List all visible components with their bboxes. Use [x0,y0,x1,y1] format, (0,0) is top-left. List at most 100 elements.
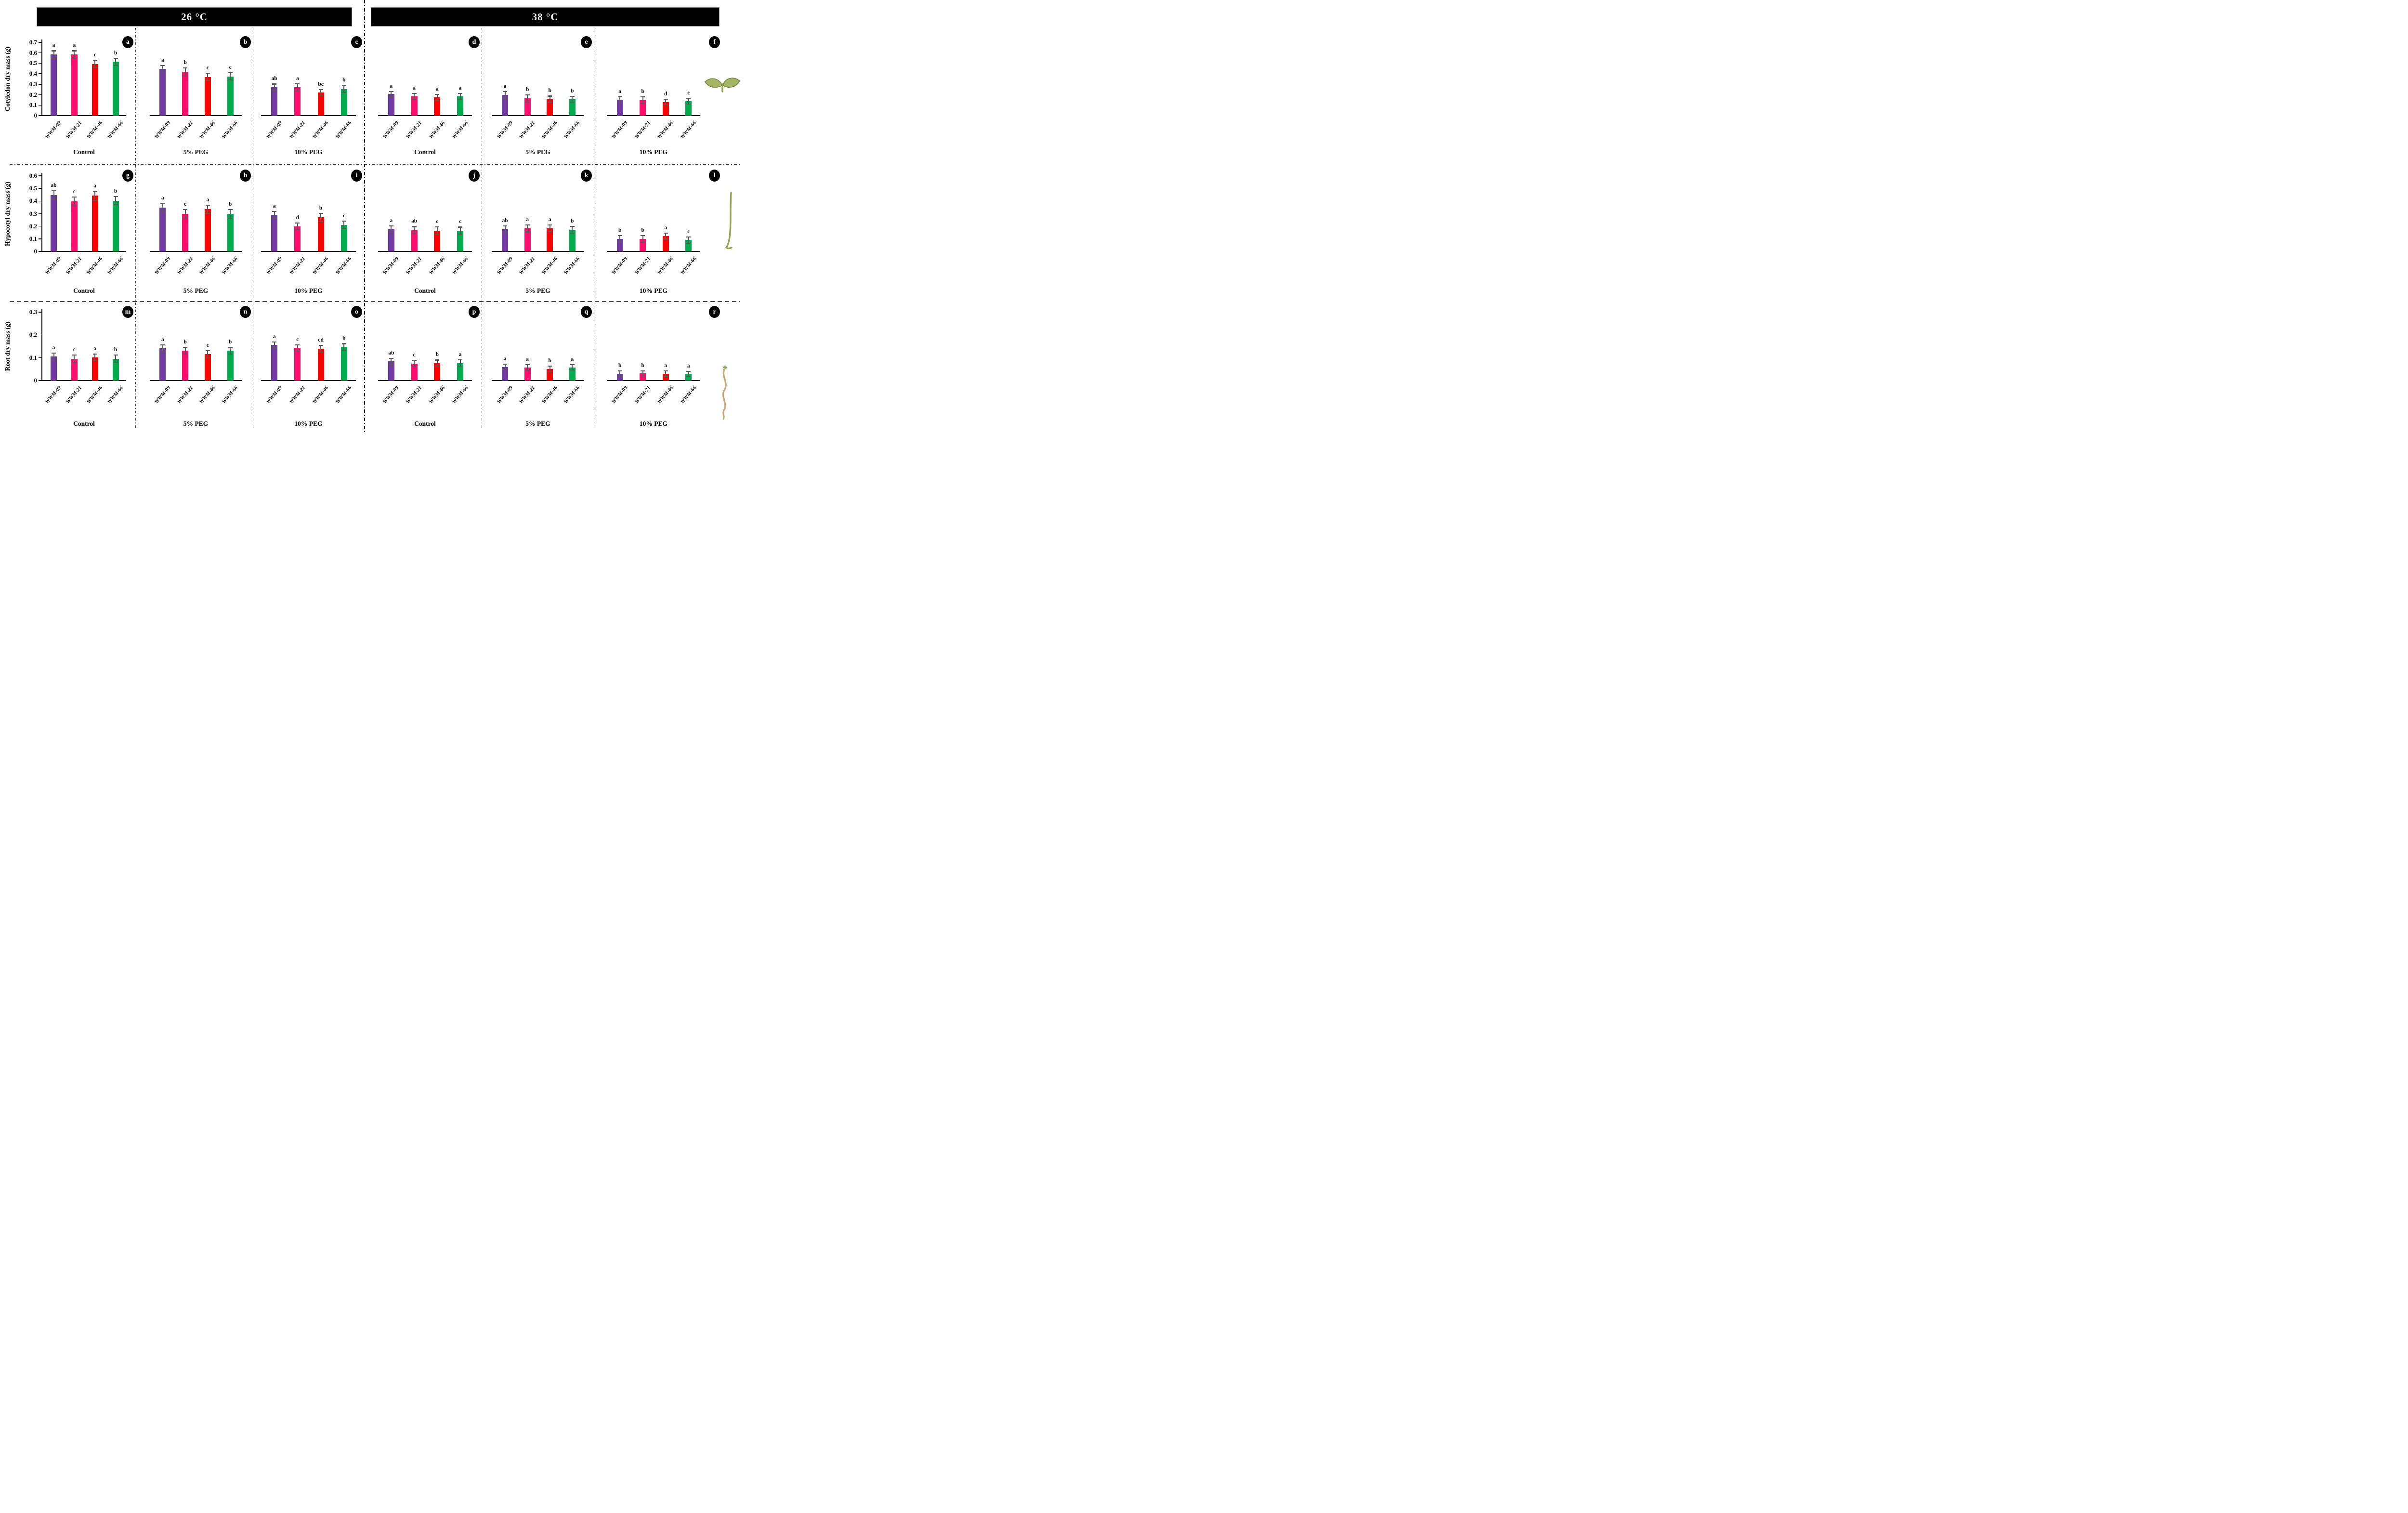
error-bar-cap [412,92,417,94]
treatment-label: Control [414,420,436,427]
error-bar [414,360,415,367]
error-bar-cap [641,241,645,243]
error-bar-cap [183,346,188,348]
significance-letter: b [641,227,644,233]
y-axis-tick [39,200,41,202]
x-tick-label: WWM-66 [221,385,239,405]
significance-letter: ab [411,218,418,224]
y-axis-tick [39,94,41,95]
significance-letter: b [228,201,232,207]
error-bar-cap [525,101,530,103]
error-bar [162,66,163,73]
error-bar-cap [503,91,508,92]
error-bar-cap [72,57,77,59]
error-bar [436,226,438,235]
bar-WWM-66 [685,101,692,116]
panel-badge-l: l [709,170,720,182]
significance-letter: a [413,85,416,91]
error-bar-cap [113,362,118,363]
x-axis-line [261,380,356,381]
y-axis-tick [39,175,41,176]
seedling-cotyledon-icon [704,78,741,92]
significance-letter: a [52,344,55,351]
x-tick-label: WWM-46 [311,385,330,405]
error-bar-cap [435,226,440,228]
error-bar-cap [183,67,188,69]
bar-WWM-09 [616,373,623,381]
error-bar-cap [458,226,463,228]
x-axis-line [607,251,700,252]
x-tick-label: WWM-21 [65,120,83,140]
error-bar-cap [318,95,323,96]
significance-letter: a [161,57,164,64]
error-bar-cap [617,235,622,236]
error-bar-cap [435,100,440,101]
significance-letter: a [664,224,667,231]
hypocotyl-icon [725,192,733,250]
x-tick-label: WWM-66 [563,256,581,276]
bar-WWM-09 [616,99,623,116]
error-bar [459,359,461,367]
treatment-label: 10% PEG [639,148,668,156]
panel-badge-d: d [469,36,480,48]
x-tick-label: WWM-21 [633,256,652,276]
error-bar-cap [295,90,300,92]
significance-letter: a [93,346,97,352]
x-tick-label: WWM-09 [382,385,400,405]
x-tick-label: WWM-46 [428,120,446,140]
error-bar [459,93,461,99]
error-bar-cap [641,375,645,377]
x-tick-label: WWM-66 [221,120,239,140]
error-bar-cap [341,92,346,93]
error-bar [74,355,75,363]
error-bar [459,227,461,235]
error-bar [665,99,667,105]
x-axis-line [378,251,472,252]
x-tick-label: WWM-66 [106,256,125,276]
error-bar [74,197,75,206]
x-tick-label: WWM-46 [540,385,559,405]
error-bar-cap [503,369,508,370]
significance-letter: a [296,75,299,81]
error-bar [665,233,667,239]
significance-letter: a [73,42,76,49]
y-axis-tick-label: 0 [34,248,38,255]
error-bar [688,371,689,376]
error-bar [619,235,621,242]
error-bar-cap [52,50,56,52]
significance-letter: c [183,201,187,207]
x-tick-label: WWM-66 [335,120,353,140]
error-bar-cap [183,209,188,211]
x-tick-label: WWM-09 [153,120,171,140]
x-tick-label: WWM-09 [44,385,63,405]
significance-letter: b [114,346,118,353]
error-bar-cap [113,57,118,59]
error-bar-cap [228,217,233,219]
error-bar-cap [389,91,393,92]
error-bar-cap [525,224,530,225]
x-tick-label: WWM-46 [198,120,217,140]
y-axis-tick-label: 0.7 [29,39,37,46]
x-tick-label: WWM-46 [85,120,104,140]
significance-letter: c [687,90,690,96]
error-bar-cap [160,344,165,346]
error-bar [94,60,96,68]
significance-letter: b [342,335,346,342]
error-bar-cap [92,59,97,61]
x-tick-label: WWM-66 [451,256,469,276]
y-axis-title: Cotyledon dry mass (g) [4,47,11,111]
bar-WWM-46 [317,349,324,381]
significance-letter: b [114,50,118,56]
panel-badge-i: i [351,170,362,182]
error-bar-cap [389,358,393,359]
x-tick-label: WWM-46 [311,120,330,140]
error-bar [207,350,209,358]
significance-letter: b [228,339,232,345]
x-tick-label: WWM-46 [656,256,675,276]
error-bar-cap [412,233,417,235]
x-axis-line [42,380,126,381]
x-tick-label: WWM-46 [428,385,446,405]
x-tick-label: WWM-21 [518,256,537,276]
error-bar-cap [52,190,56,192]
error-bar [230,209,231,218]
